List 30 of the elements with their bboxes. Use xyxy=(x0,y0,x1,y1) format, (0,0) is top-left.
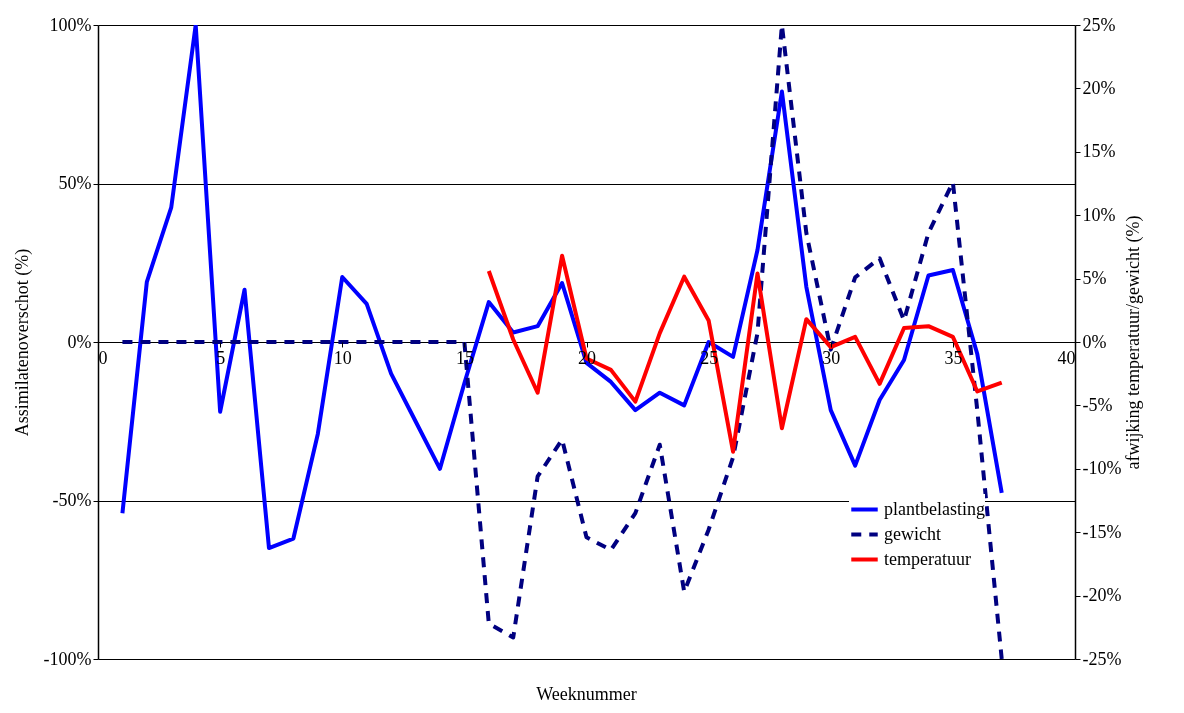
x-tick-label: 10 xyxy=(333,347,352,368)
y2-tick-label: 15% xyxy=(1082,141,1116,162)
legend-label: temperatuur xyxy=(884,548,971,569)
y2-tick-label: -25% xyxy=(1082,648,1122,669)
x-tick-label: 0 xyxy=(98,347,108,368)
y2-tick-label: -20% xyxy=(1082,585,1122,606)
y2-tick-label: -5% xyxy=(1082,394,1113,415)
y2-tick-label: 10% xyxy=(1082,204,1116,225)
y-tick-label: 0% xyxy=(67,331,92,352)
y-axis-title: Assimilatenoverschot (%) xyxy=(11,248,33,437)
line-series xyxy=(120,25,1004,659)
y-tick-label: 50% xyxy=(58,173,92,193)
x-tick-label: 30 xyxy=(822,347,841,368)
y2-tick-label: 20% xyxy=(1082,77,1116,98)
legend-label: gewicht xyxy=(884,523,941,544)
y2-tick-label: 25% xyxy=(1082,14,1116,35)
x-tick-label: 40 xyxy=(1057,347,1076,368)
legend-label: plantbelasting xyxy=(884,498,985,519)
y2-tick-label: 5% xyxy=(1082,268,1107,289)
y-tick-label: 100% xyxy=(49,14,92,35)
y2-tick-label: -10% xyxy=(1082,458,1122,479)
line-series xyxy=(486,253,1004,454)
x-tick-label: 35 xyxy=(944,347,963,368)
y-tick-label: -50% xyxy=(52,490,92,510)
y2-axis-title: afwijking temperatuur/gewicht (%) xyxy=(1123,215,1145,470)
y2-tick-label: 0% xyxy=(1082,331,1107,352)
y2-tick-label: -15% xyxy=(1082,521,1122,542)
x-axis-title: Weeknummer xyxy=(536,684,637,704)
line-series xyxy=(120,25,1004,551)
y-tick-label: -100% xyxy=(43,648,92,669)
